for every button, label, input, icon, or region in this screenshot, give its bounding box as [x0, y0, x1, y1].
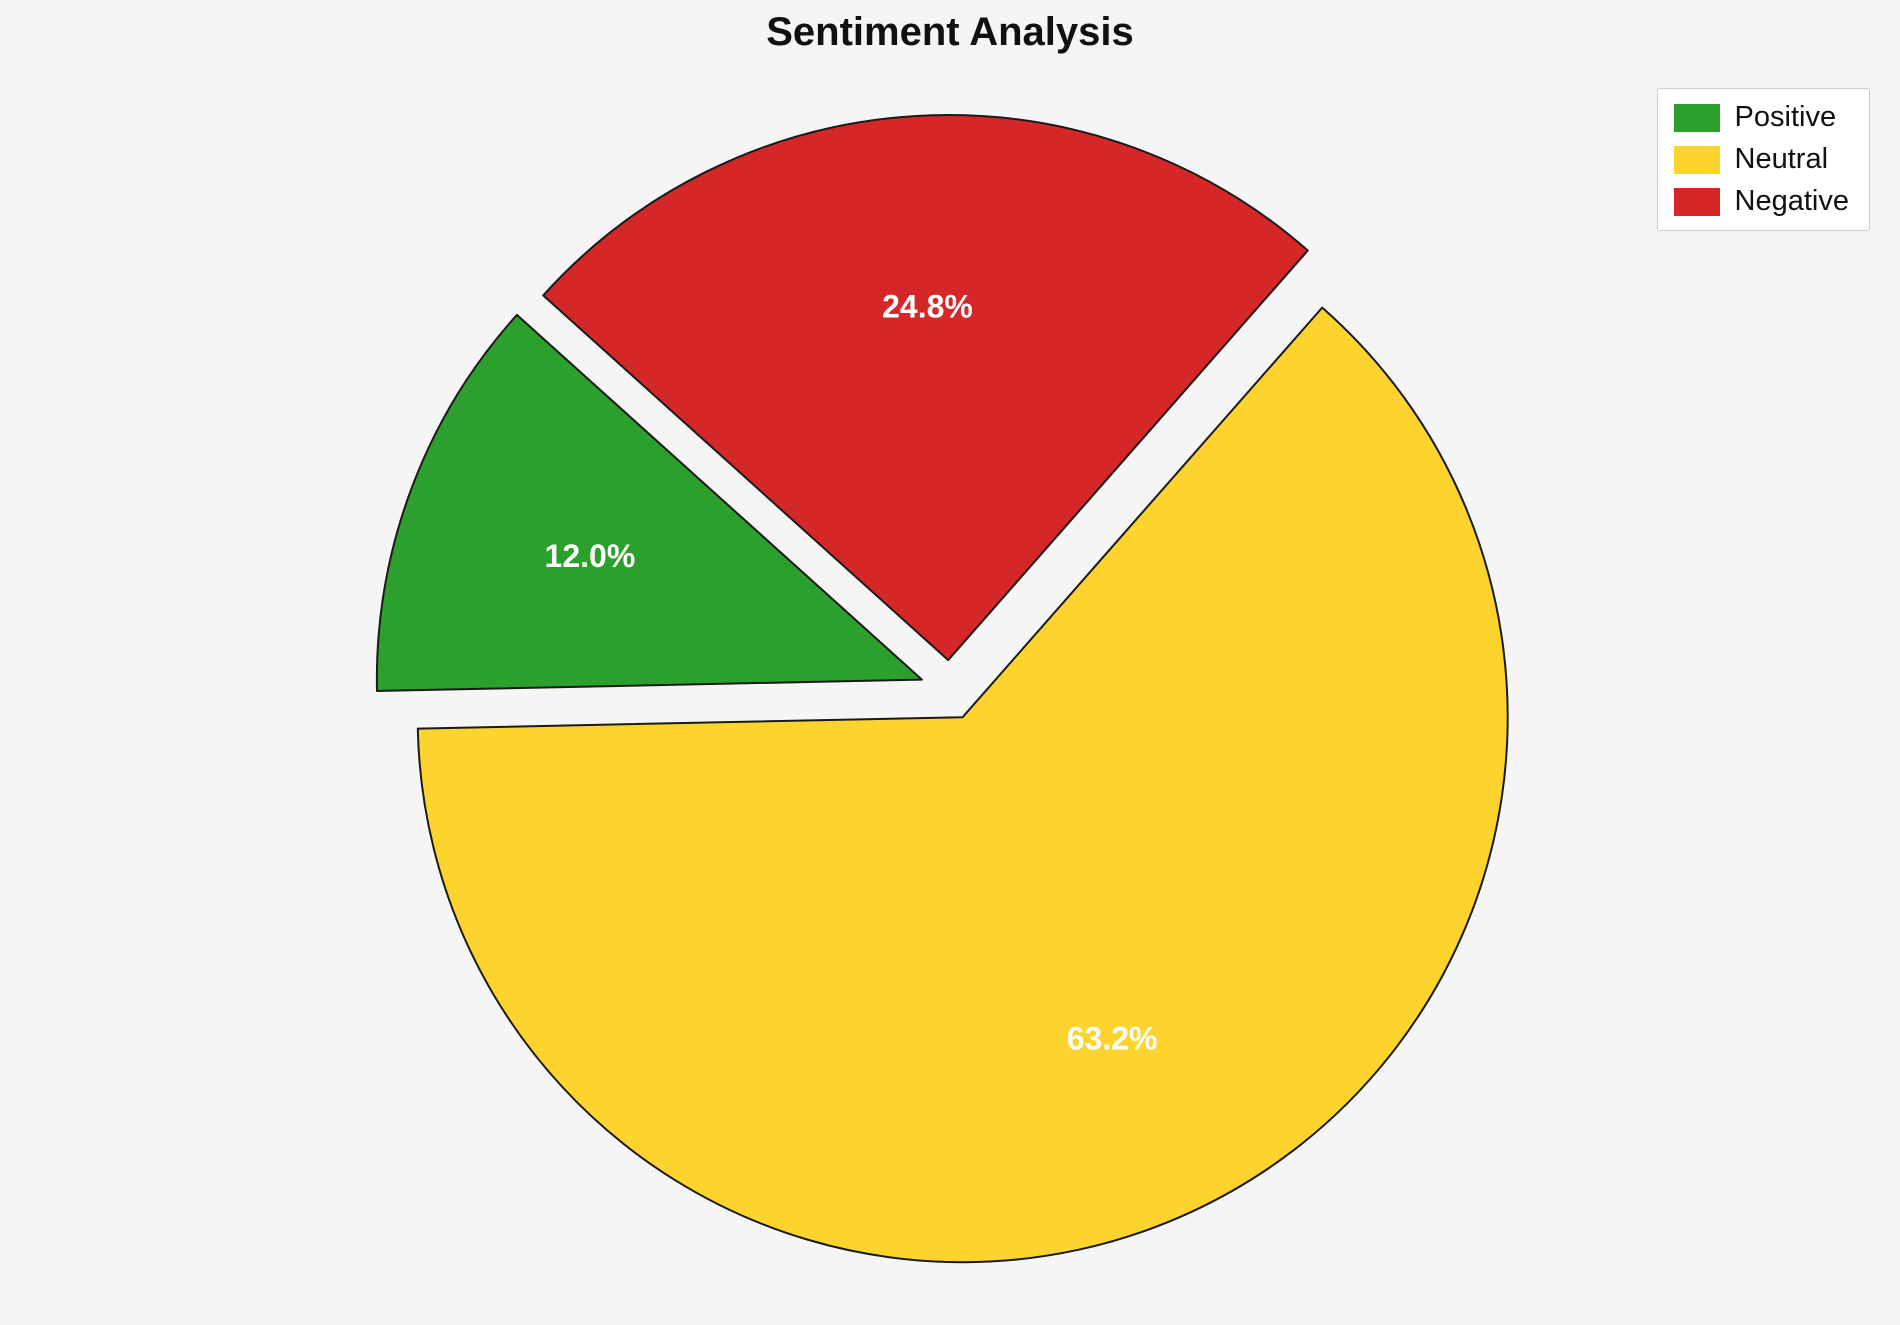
pie-slice-positive: [375, 313, 923, 692]
pie-slice-negative: [542, 114, 1309, 662]
legend-swatch-negative: [1673, 187, 1720, 216]
pie-percent-label-negative: 24.8%: [882, 288, 973, 324]
pie-slice-neutral: [416, 306, 1509, 1264]
legend-label-negative: Negative: [1734, 185, 1849, 217]
legend-item-positive: Positive: [1673, 101, 1849, 133]
pie-percent-label-neutral: 63.2%: [1067, 1020, 1158, 1056]
legend-swatch-neutral: [1673, 145, 1720, 174]
legend-item-negative: Negative: [1673, 185, 1849, 217]
legend-label-neutral: Neutral: [1734, 143, 1829, 175]
chart-title: Sentiment Analysis: [766, 10, 1134, 54]
pie-percent-label-positive: 12.0%: [545, 538, 636, 574]
legend-label-positive: Positive: [1734, 101, 1837, 133]
legend-item-neutral: Neutral: [1673, 143, 1849, 175]
legend: Positive Neutral Negative: [1656, 88, 1870, 231]
legend-swatch-positive: [1673, 103, 1720, 132]
